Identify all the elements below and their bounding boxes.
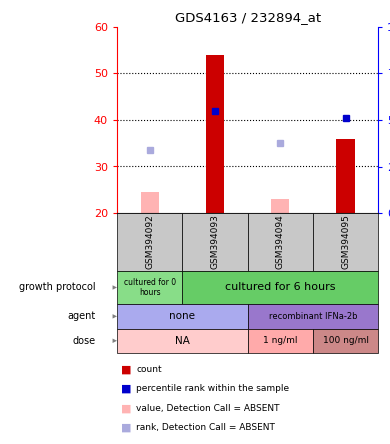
- Bar: [140, 192, 159, 213]
- Text: GSM394094: GSM394094: [276, 214, 285, 270]
- Text: agent: agent: [67, 311, 96, 321]
- Text: ■: ■: [121, 365, 131, 374]
- Bar: [271, 199, 289, 213]
- Text: ■: ■: [121, 403, 131, 413]
- Title: GDS4163 / 232894_at: GDS4163 / 232894_at: [175, 11, 321, 24]
- Text: GSM394093: GSM394093: [211, 214, 220, 270]
- Text: ■: ■: [121, 423, 131, 432]
- Text: 1 ng/ml: 1 ng/ml: [263, 336, 298, 345]
- Text: ■: ■: [121, 384, 131, 394]
- Bar: [337, 139, 355, 213]
- Text: rank, Detection Call = ABSENT: rank, Detection Call = ABSENT: [136, 423, 275, 432]
- Text: value, Detection Call = ABSENT: value, Detection Call = ABSENT: [136, 404, 280, 413]
- Text: 100 ng/ml: 100 ng/ml: [323, 336, 369, 345]
- Text: cultured for 6 hours: cultured for 6 hours: [225, 282, 335, 293]
- Bar: [206, 55, 224, 213]
- Text: growth protocol: growth protocol: [19, 282, 96, 293]
- Text: percentile rank within the sample: percentile rank within the sample: [136, 384, 290, 393]
- Text: NA: NA: [175, 336, 190, 346]
- Text: none: none: [169, 311, 195, 321]
- Text: dose: dose: [73, 336, 96, 346]
- Text: recombinant IFNa-2b: recombinant IFNa-2b: [269, 312, 357, 321]
- Text: count: count: [136, 365, 162, 374]
- Text: GSM394092: GSM394092: [145, 214, 154, 270]
- Text: GSM394095: GSM394095: [341, 214, 350, 270]
- Text: cultured for 0
hours: cultured for 0 hours: [124, 278, 176, 297]
